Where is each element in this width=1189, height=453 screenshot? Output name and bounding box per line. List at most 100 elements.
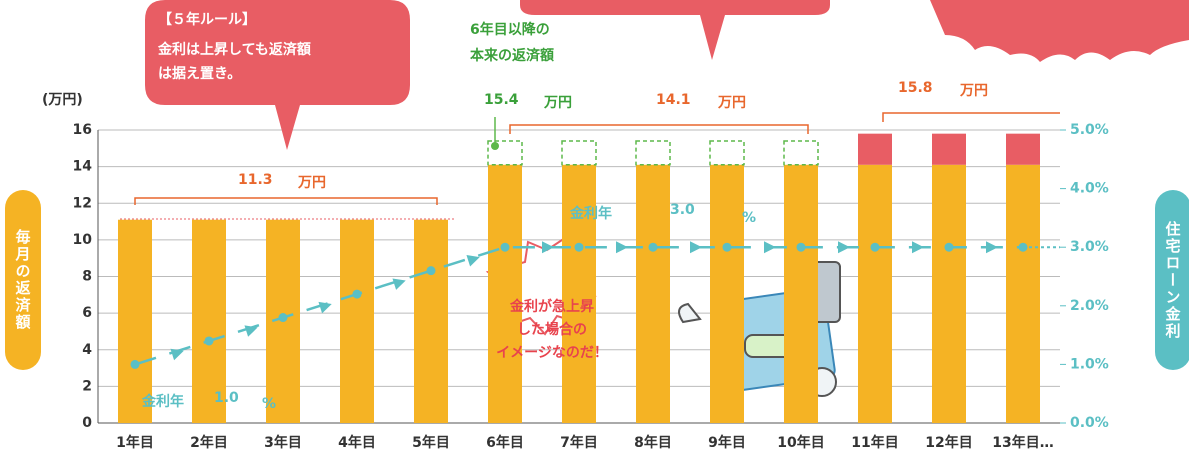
x-tick-label: 8年目 [634,434,672,451]
bar [487,140,523,166]
annotation: 15.4 [484,92,519,108]
annotation: 6年目以降の [470,21,550,38]
annotation: 金利年 [141,393,184,410]
annotation: 11.3 [238,172,273,188]
annotation: 3.0 [670,202,695,218]
annotation: % [742,210,756,226]
annotation: 万円 [543,95,572,111]
y-tick-label: 2 [82,378,92,394]
bar [1006,164,1040,423]
annotation: 金利が急上昇 [509,298,594,315]
point [796,242,806,252]
bar [561,140,597,166]
y2-tick-label: 5.0% [1070,122,1109,138]
x-tick-label: 10年目 [777,434,824,451]
x-tick-label: 9年目 [708,434,746,451]
annotation: 金利は上昇しても返済額 [157,41,311,58]
pointer-dot [491,142,499,150]
y2-tick-label: 4.0% [1070,181,1109,197]
bracket [509,124,809,134]
bar [414,219,448,423]
x-tick-label: 13年目… [992,434,1053,451]
bar [709,140,745,166]
bar [858,164,892,423]
annotation: 1.0 [214,390,239,406]
annotation: 万円 [297,175,326,191]
y-tick-label: 10 [73,232,93,248]
x-tick-label: 3年目 [264,434,302,451]
annotation: 万円 [717,95,746,111]
arrow-head [542,241,554,254]
annotation: 万円 [959,83,988,99]
y-axis-title: 毎月の返済額 [5,190,41,370]
x-tick-label: 7年目 [560,434,598,451]
y-axis-unit: (万円) [42,92,83,108]
annotation: した場合の [517,321,587,338]
y-tick-label: 12 [73,195,92,211]
point [426,266,436,276]
point [278,313,288,323]
y-tick-label: 16 [73,122,92,138]
annotation: % [262,396,276,412]
bar [192,219,226,423]
bar [488,164,522,423]
y-tick-label: 0 [82,415,92,431]
arrow-head [986,241,998,254]
arrow-head [244,325,258,337]
point [574,242,584,252]
annotation: イメージなのだ！ [496,345,608,361]
bracket [134,197,438,205]
arrow-head [912,241,924,254]
y-tick-label: 4 [82,342,92,358]
bar [636,164,670,423]
arrow-head [764,241,776,254]
x-tick-label: 11年目 [851,434,898,451]
y2-axis-title: 住宅ローン金利 [1155,190,1189,370]
annotation: 金利年 [569,205,612,222]
point [500,242,510,252]
arrow-head [616,241,628,254]
annotation: は据え置き。 [158,65,241,82]
bar [858,133,892,165]
annotation: 【５年ルール】 [158,11,256,28]
x-tick-label: 2年目 [190,434,228,451]
bar [635,140,671,166]
y2-tick-label: 0.0% [1070,415,1109,431]
arrow-head [392,278,406,290]
arrow-head [690,241,702,254]
bracket [882,112,1060,122]
x-tick-label: 1年目 [116,434,154,451]
bar [783,140,819,166]
x-tick-label: 12年目 [925,434,972,451]
point [352,289,362,299]
point [722,242,732,252]
y2-tick-label: 3.0% [1070,239,1109,255]
y-tick-label: 14 [73,159,93,175]
speech-bubble [145,0,410,150]
x-tick-label: 5年目 [412,434,450,451]
bar [932,164,966,423]
arrow-head [838,241,850,254]
bar [784,164,818,423]
y2-tick-label: 2.0% [1070,298,1109,314]
point [130,359,140,369]
y-tick-label: 8 [82,269,92,285]
bar [118,219,152,423]
point [204,336,214,346]
x-tick-label: 6年目 [486,434,524,451]
y-tick-label: 6 [82,305,92,321]
speech-bubble [930,0,1189,62]
point [870,242,880,252]
point [648,242,658,252]
x-tick-label: 4年目 [338,434,376,451]
point [944,242,954,252]
annotation: 本来の返済額 [470,47,554,64]
bar [340,219,374,423]
bar [932,133,966,165]
annotation: 15.8 [898,80,933,96]
bar [710,164,744,423]
speech-bubble [520,0,830,60]
